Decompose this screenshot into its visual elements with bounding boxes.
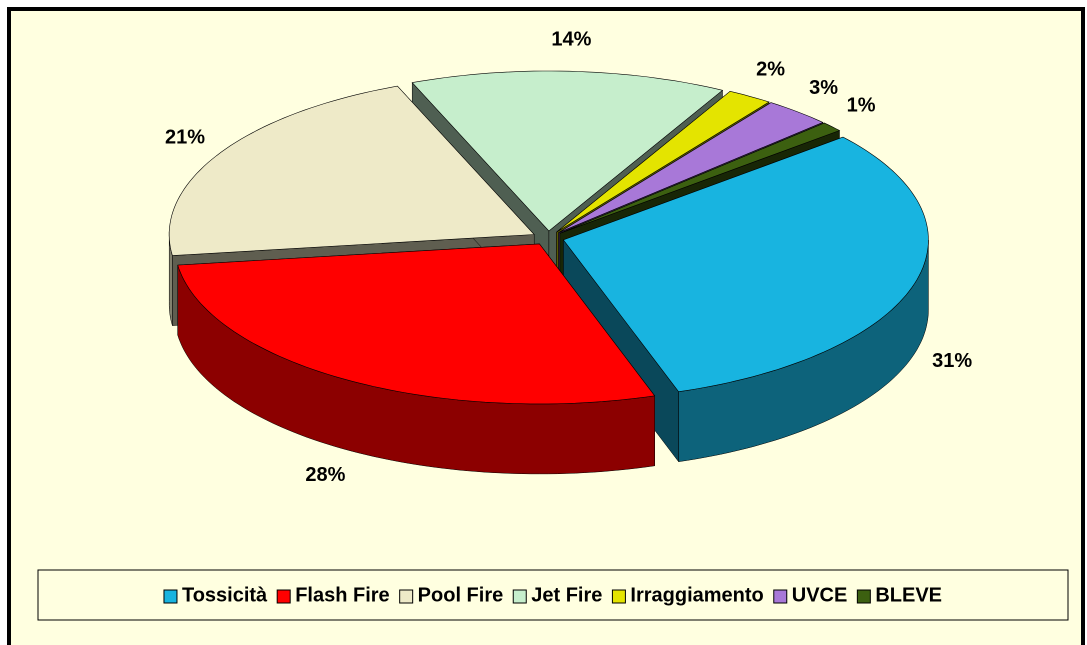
legend-swatch [856,589,871,604]
data-label: 1% [847,94,876,116]
legend-label: Pool Fire [418,584,504,606]
legend-label: UVCE [792,584,848,606]
legend-label: BLEVE [875,584,942,606]
data-label: 2% [756,58,785,80]
slice [168,85,535,256]
legend: Tossicità Flash Fire Pool Fire Jet Fire Irra… [163,584,942,606]
legend-item: Flash Fire [276,584,390,606]
slice [562,136,929,393]
legend-item: Irraggiamento [611,584,764,606]
data-label: 28% [305,464,345,486]
pie [168,70,929,475]
slice [558,102,824,233]
legend-item: Jet Fire [512,584,602,606]
data-label: 21% [165,127,205,149]
legend-item: Tossicità [163,584,268,606]
slice [177,243,656,405]
legend-label: Flash Fire [295,584,389,606]
legend-item: Pool Fire [399,584,504,606]
legend-box [37,569,1069,621]
slice [411,70,724,232]
legend-label: Irraggiamento [630,584,763,606]
data-labels: 31% 28% 21% 14% 2% 3% 1% [165,29,972,487]
data-label: 31% [932,350,972,372]
slice [559,122,841,234]
legend-label: Tossicità [182,584,268,606]
legend-label: Jet Fire [531,584,602,606]
data-label: 3% [809,77,838,99]
legend-item: UVCE [773,584,848,606]
legend-item: BLEVE [856,584,942,606]
data-label: 14% [551,29,591,51]
legend-swatch [773,589,788,604]
legend-swatch [399,589,414,604]
slice [556,90,770,233]
legend-swatch [276,589,291,604]
legend-swatch [611,589,626,604]
legend-swatch [163,589,178,604]
legend-swatch [512,589,527,604]
